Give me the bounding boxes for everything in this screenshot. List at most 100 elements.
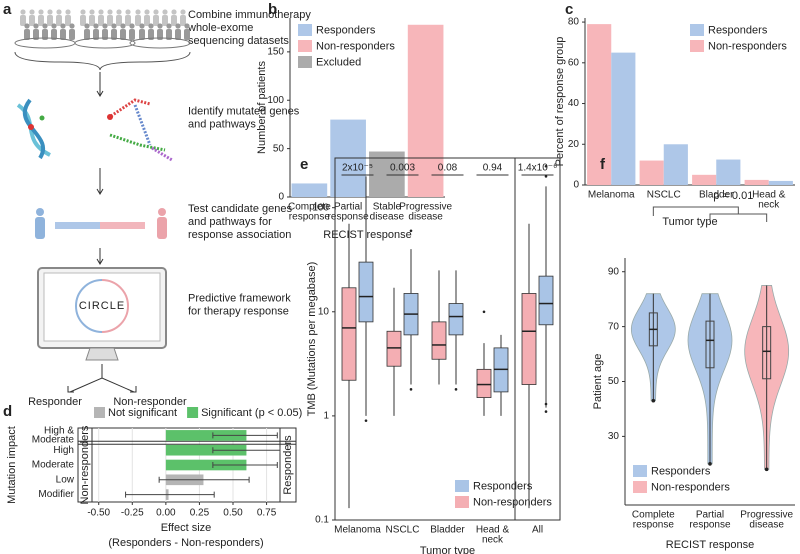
person-body [171, 15, 177, 26]
x-tick-label: disease [749, 520, 784, 531]
x-tick-label: Complete [632, 510, 675, 521]
x-tick-label: -0.50 [87, 508, 110, 519]
p-value: 0.003 [390, 163, 415, 174]
y-tick-label: 0.1 [315, 515, 329, 526]
bar [407, 24, 444, 197]
legend-label: Responders [651, 465, 711, 477]
outlier [544, 164, 548, 168]
legend-swatch [455, 480, 469, 492]
person-body [144, 15, 150, 26]
legend-swatch [187, 407, 199, 418]
y-tick-label: 100 [312, 202, 329, 213]
person-body [93, 29, 99, 40]
legend-swatch [690, 24, 704, 36]
y-axis-title: Patient age [592, 354, 604, 410]
person-body [148, 29, 154, 40]
x-axis-subtitle: (Responders - Non-responders) [108, 537, 263, 549]
legend-label: Significant (p < 0.05) [201, 407, 302, 419]
y-tick-label: Moderate [32, 460, 75, 471]
y-tick-label: 0 [573, 180, 579, 191]
x-tick-label: -0.25 [121, 508, 144, 519]
outcome: Non-responder [113, 396, 187, 408]
y-tick-label: Moderate [32, 435, 75, 446]
x-tick-label: Melanoma [588, 190, 635, 201]
bar [768, 180, 793, 185]
x-tick-label: response [689, 520, 731, 531]
y-tick-label: 50 [273, 143, 285, 154]
legend-swatch [633, 465, 647, 477]
person-body [120, 29, 126, 40]
person-head [24, 23, 30, 29]
person-body [33, 29, 39, 40]
x-tick-label: Partial [334, 202, 362, 213]
figure-body [35, 217, 45, 239]
person-body [65, 15, 71, 26]
x-tick-label: NSCLC [647, 190, 681, 201]
person-body [180, 15, 186, 26]
bar [587, 24, 612, 185]
person-head [166, 23, 172, 29]
y-tick-label: Modifier [38, 489, 74, 500]
person-head [107, 9, 113, 15]
y-tick-label: 70 [608, 321, 620, 332]
person-head [153, 9, 159, 15]
legend-swatch [94, 407, 105, 418]
person-body [56, 15, 62, 26]
person-head [33, 23, 39, 29]
person-head [144, 9, 150, 15]
person-head [139, 23, 145, 29]
person-head [120, 23, 126, 29]
y-axis-title: Mutation impact [6, 426, 18, 504]
side-label: Non-responders [79, 425, 91, 504]
crowd-base [129, 37, 191, 49]
person-head [184, 23, 190, 29]
x-tick-label: 0.25 [190, 508, 210, 519]
box [358, 261, 374, 323]
y-tick-label: 50 [608, 376, 620, 387]
person-body [89, 15, 95, 26]
plot-frame [334, 157, 561, 521]
person-body [42, 29, 48, 40]
mutation [28, 124, 34, 130]
legend-label: Responders [473, 480, 533, 492]
outcome: Responder [28, 396, 82, 408]
box [386, 330, 402, 367]
person-head [80, 9, 86, 15]
person-head [162, 9, 168, 15]
x-tick-label: Progressive [740, 510, 793, 521]
y-axis-title: Percent of response group [554, 37, 566, 167]
x-tick-label: Stable [373, 202, 402, 213]
person-body [69, 29, 75, 40]
legend-label: Responders [316, 24, 376, 36]
person-head [102, 23, 108, 29]
person-head [60, 23, 66, 29]
x-tick-label: Melanoma [334, 525, 381, 536]
figure-head [36, 208, 44, 216]
person-head [20, 9, 26, 15]
box [448, 303, 464, 336]
gradient-bar [55, 222, 100, 229]
p-value: 0.94 [483, 163, 503, 174]
pathway [151, 146, 173, 162]
y-tick-label: 150 [267, 47, 284, 58]
y-tick-label: Low [56, 474, 75, 485]
logo-arc [101, 279, 129, 333]
step-text: Identify mutated genes [188, 105, 300, 117]
legend-swatch [298, 56, 312, 68]
logo-text: CIRCLE [79, 300, 125, 312]
x-axis-title: Tumor type [662, 216, 717, 228]
person-body [125, 15, 131, 26]
person-body [102, 29, 108, 40]
side-strip [279, 427, 297, 503]
bar [744, 179, 769, 185]
whisker-end [651, 398, 656, 403]
person-body [60, 29, 66, 40]
bracket [652, 206, 768, 222]
legend-label: Non-responders [708, 40, 787, 52]
outlier [544, 402, 548, 406]
y-tick-label: 80 [568, 17, 580, 28]
person-body [47, 15, 53, 26]
x-tick-label: response [633, 520, 675, 531]
outlier [409, 229, 413, 233]
